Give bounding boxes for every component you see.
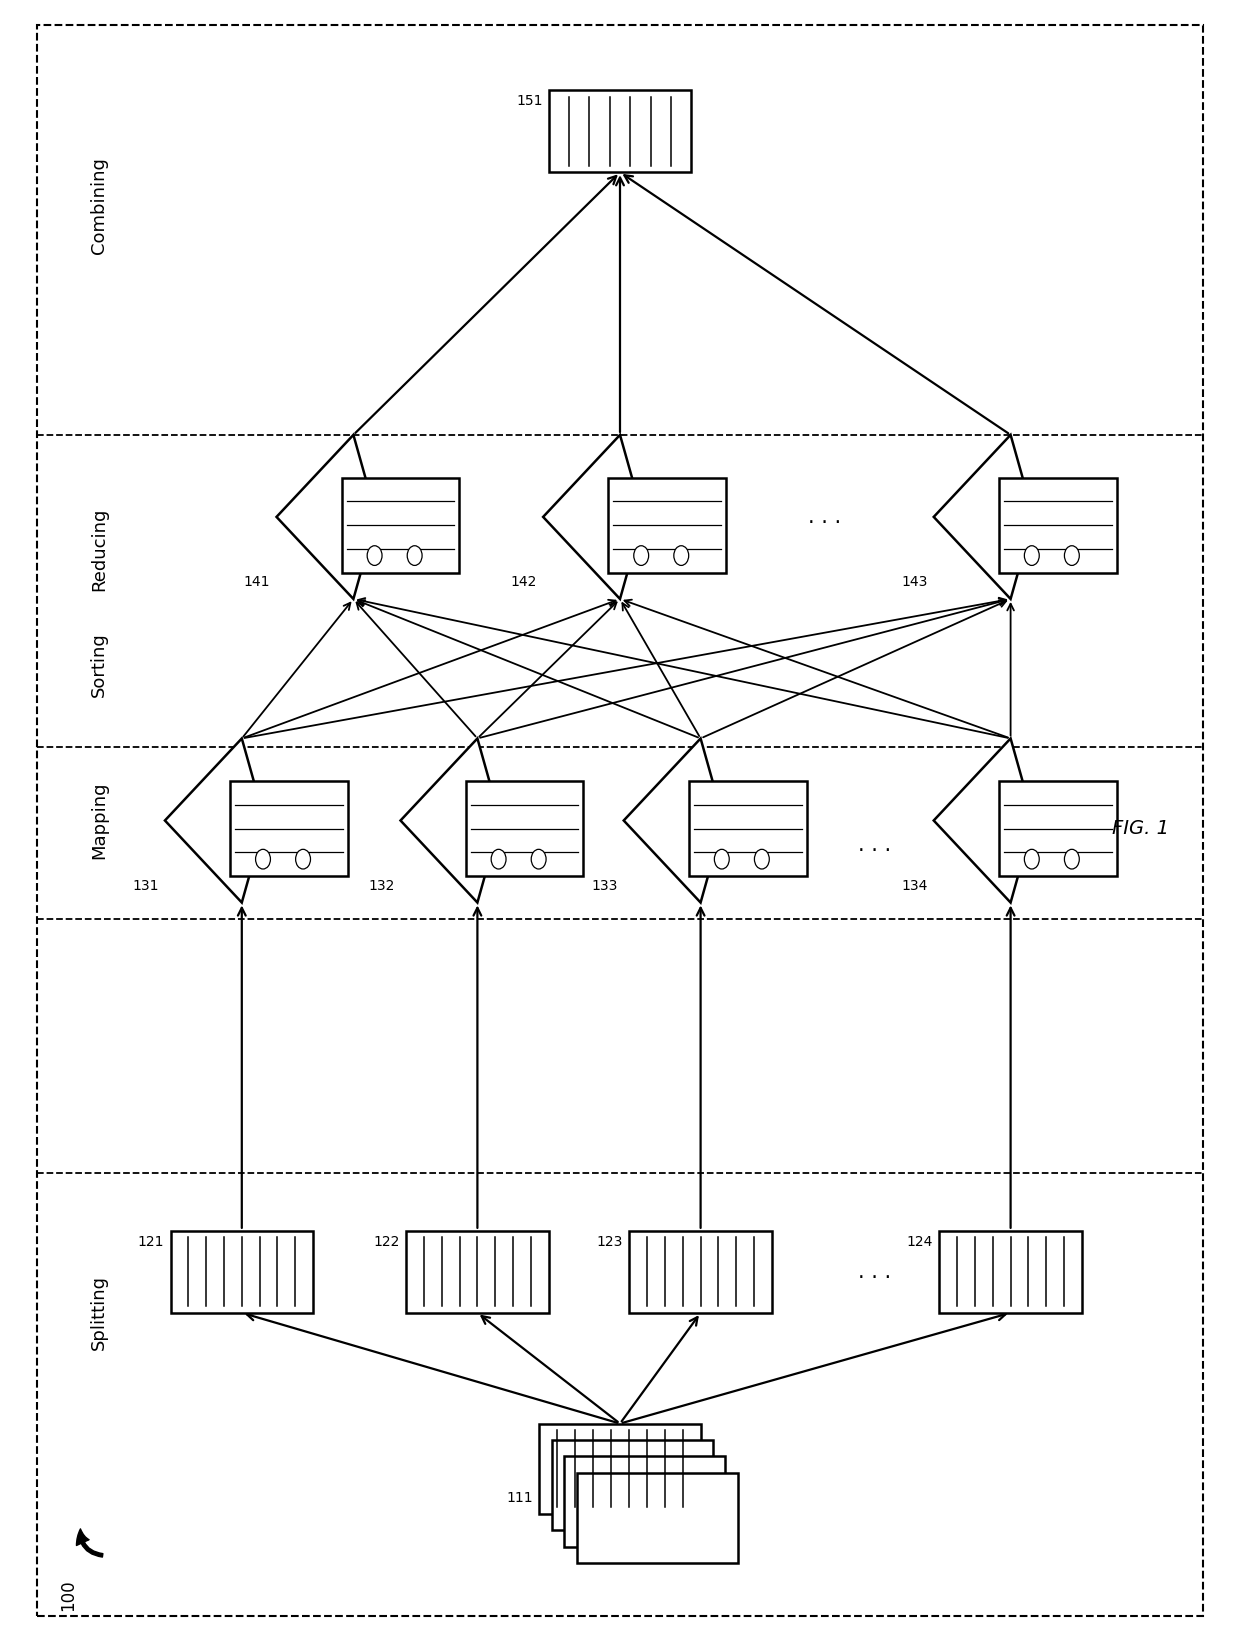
FancyBboxPatch shape [466,781,584,876]
Circle shape [491,850,506,870]
Text: 133: 133 [591,880,618,893]
Polygon shape [165,738,265,903]
Circle shape [531,850,546,870]
Circle shape [1024,850,1039,870]
Circle shape [1024,546,1039,566]
Text: 134: 134 [901,880,928,893]
Text: 124: 124 [906,1234,932,1249]
FancyBboxPatch shape [407,1231,549,1313]
Text: Mapping: Mapping [91,781,108,860]
Text: 131: 131 [133,880,159,893]
FancyBboxPatch shape [629,1231,771,1313]
Polygon shape [934,738,1034,903]
Circle shape [1064,546,1079,566]
Text: 123: 123 [596,1234,622,1249]
Text: 141: 141 [244,576,270,589]
Text: 142: 142 [511,576,537,589]
Polygon shape [543,435,644,599]
Text: . . .: . . . [858,835,890,855]
Circle shape [1064,850,1079,870]
Circle shape [634,546,649,566]
FancyBboxPatch shape [552,1441,713,1529]
Circle shape [407,546,422,566]
Text: 132: 132 [368,880,394,893]
Polygon shape [624,738,724,903]
FancyBboxPatch shape [999,478,1116,573]
Circle shape [367,546,382,566]
Text: Combining: Combining [91,156,108,254]
Text: 151: 151 [516,94,543,108]
Circle shape [295,850,310,870]
FancyBboxPatch shape [564,1457,725,1546]
FancyBboxPatch shape [940,1231,1081,1313]
Polygon shape [277,435,377,599]
FancyBboxPatch shape [37,25,1203,1616]
Circle shape [714,850,729,870]
Circle shape [673,546,688,566]
FancyBboxPatch shape [341,478,459,573]
Text: FIG. 1: FIG. 1 [1112,819,1169,839]
Text: 122: 122 [373,1234,399,1249]
Text: 111: 111 [507,1490,533,1505]
Text: Sorting: Sorting [91,632,108,697]
FancyBboxPatch shape [609,478,727,573]
Text: 121: 121 [138,1234,164,1249]
FancyArrowPatch shape [77,1529,103,1557]
Text: 143: 143 [901,576,928,589]
FancyBboxPatch shape [577,1474,738,1562]
FancyBboxPatch shape [231,781,347,876]
FancyBboxPatch shape [539,1423,701,1513]
Text: Reducing: Reducing [91,509,108,591]
FancyBboxPatch shape [171,1231,312,1313]
Text: . . .: . . . [808,507,841,527]
FancyBboxPatch shape [549,90,692,172]
FancyBboxPatch shape [689,781,806,876]
Circle shape [255,850,270,870]
Polygon shape [934,435,1034,599]
FancyBboxPatch shape [999,781,1116,876]
Circle shape [754,850,769,870]
Text: 100: 100 [60,1579,77,1611]
Text: Splitting: Splitting [91,1275,108,1351]
Text: . . .: . . . [858,1262,890,1282]
Polygon shape [401,738,501,903]
